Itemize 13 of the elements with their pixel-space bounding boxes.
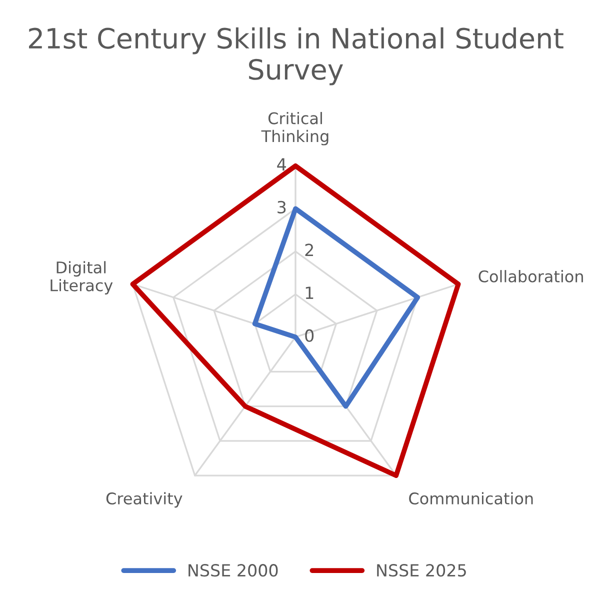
chart-title: 21st Century Skills in National Student Survey: [29, 27, 564, 86]
y-tick-label: 0: [305, 329, 314, 342]
legend-label: NSSE 2000: [188, 564, 278, 577]
spoke-label: Collaboration: [478, 270, 583, 282]
y-tick-label: 2: [305, 244, 313, 256]
spoke-label: Communication: [409, 492, 533, 505]
legend-label: NSSE 2025: [377, 564, 466, 577]
spoke-label: Critical Thinking: [261, 112, 328, 146]
spoke-label: Creativity: [106, 492, 182, 508]
y-tick-label: 1: [306, 286, 314, 299]
y-tick-label: 4: [277, 158, 286, 170]
y-tick-label: 3: [278, 200, 286, 214]
spoke-label: Digital Literacy: [50, 261, 113, 294]
